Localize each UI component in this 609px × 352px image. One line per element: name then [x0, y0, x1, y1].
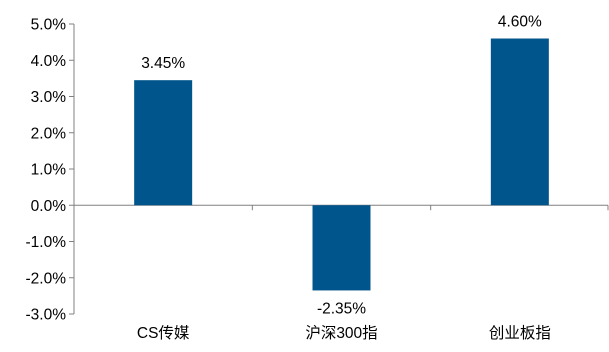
y-tick-label: 5.0% [31, 17, 67, 34]
y-tick-label: 2.0% [31, 125, 67, 142]
data-label: 4.60% [498, 14, 542, 31]
y-tick-label: -3.0% [26, 307, 67, 324]
y-tick-label: 4.0% [31, 53, 67, 70]
y-tick-label: -2.0% [26, 270, 67, 287]
x-category-label: 创业板指 [489, 324, 551, 342]
bar-3 [490, 38, 549, 206]
bar-1 [134, 80, 193, 206]
x-category-label: CS传媒 [137, 324, 190, 342]
x-category-label: 沪深300指 [305, 324, 377, 342]
data-labels: 3.45% -2.35% 4.60% [141, 14, 542, 318]
y-tick-label: 1.0% [31, 162, 67, 179]
data-label: 3.45% [141, 55, 185, 72]
y-axis: 5.0% 4.0% 3.0% 2.0% 1.0% 0.0% -1.0% -2.0% -3.0% [26, 17, 75, 324]
bars [134, 38, 549, 291]
bar-2 [312, 205, 371, 291]
y-tick-label: 0.0% [31, 198, 67, 215]
y-tick-label: 3.0% [31, 89, 67, 106]
data-label: -2.35% [317, 300, 366, 317]
y-tick-label: -1.0% [26, 234, 67, 251]
